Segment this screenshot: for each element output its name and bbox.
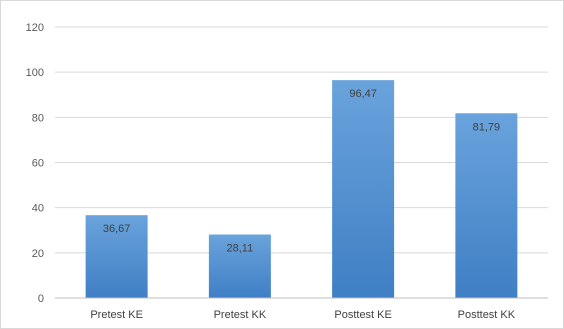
y-tick-label: 80 <box>32 112 44 124</box>
data-label: 36,67 <box>103 223 131 235</box>
bar <box>332 80 395 298</box>
y-tick-label: 60 <box>32 158 44 170</box>
y-tick-label: 100 <box>26 67 44 79</box>
data-label: 96,47 <box>349 88 377 100</box>
x-category-label: Posttest KK <box>458 309 516 321</box>
bar <box>455 113 518 298</box>
y-tick-label: 0 <box>38 293 44 305</box>
data-labels: 36,67 28,11 96,47 81,79 <box>103 88 500 254</box>
x-category-label: Pretest KK <box>214 309 267 321</box>
data-label: 28,11 <box>227 243 254 255</box>
y-tick-label: 120 <box>26 22 44 34</box>
x-category-label: Posttest KE <box>334 309 391 321</box>
bar <box>208 234 271 298</box>
y-tick-label: 40 <box>32 203 44 215</box>
data-label: 81,79 <box>473 121 501 133</box>
y-tick-label: 20 <box>32 248 44 260</box>
bar <box>85 215 148 298</box>
bars <box>85 80 518 298</box>
y-axis-ticks: 0 20 40 60 80 100 120 <box>26 22 44 305</box>
x-axis-categories: Pretest KE Pretest KK Posttest KE Posttest … <box>90 309 515 321</box>
x-category-label: Pretest KE <box>90 309 143 321</box>
